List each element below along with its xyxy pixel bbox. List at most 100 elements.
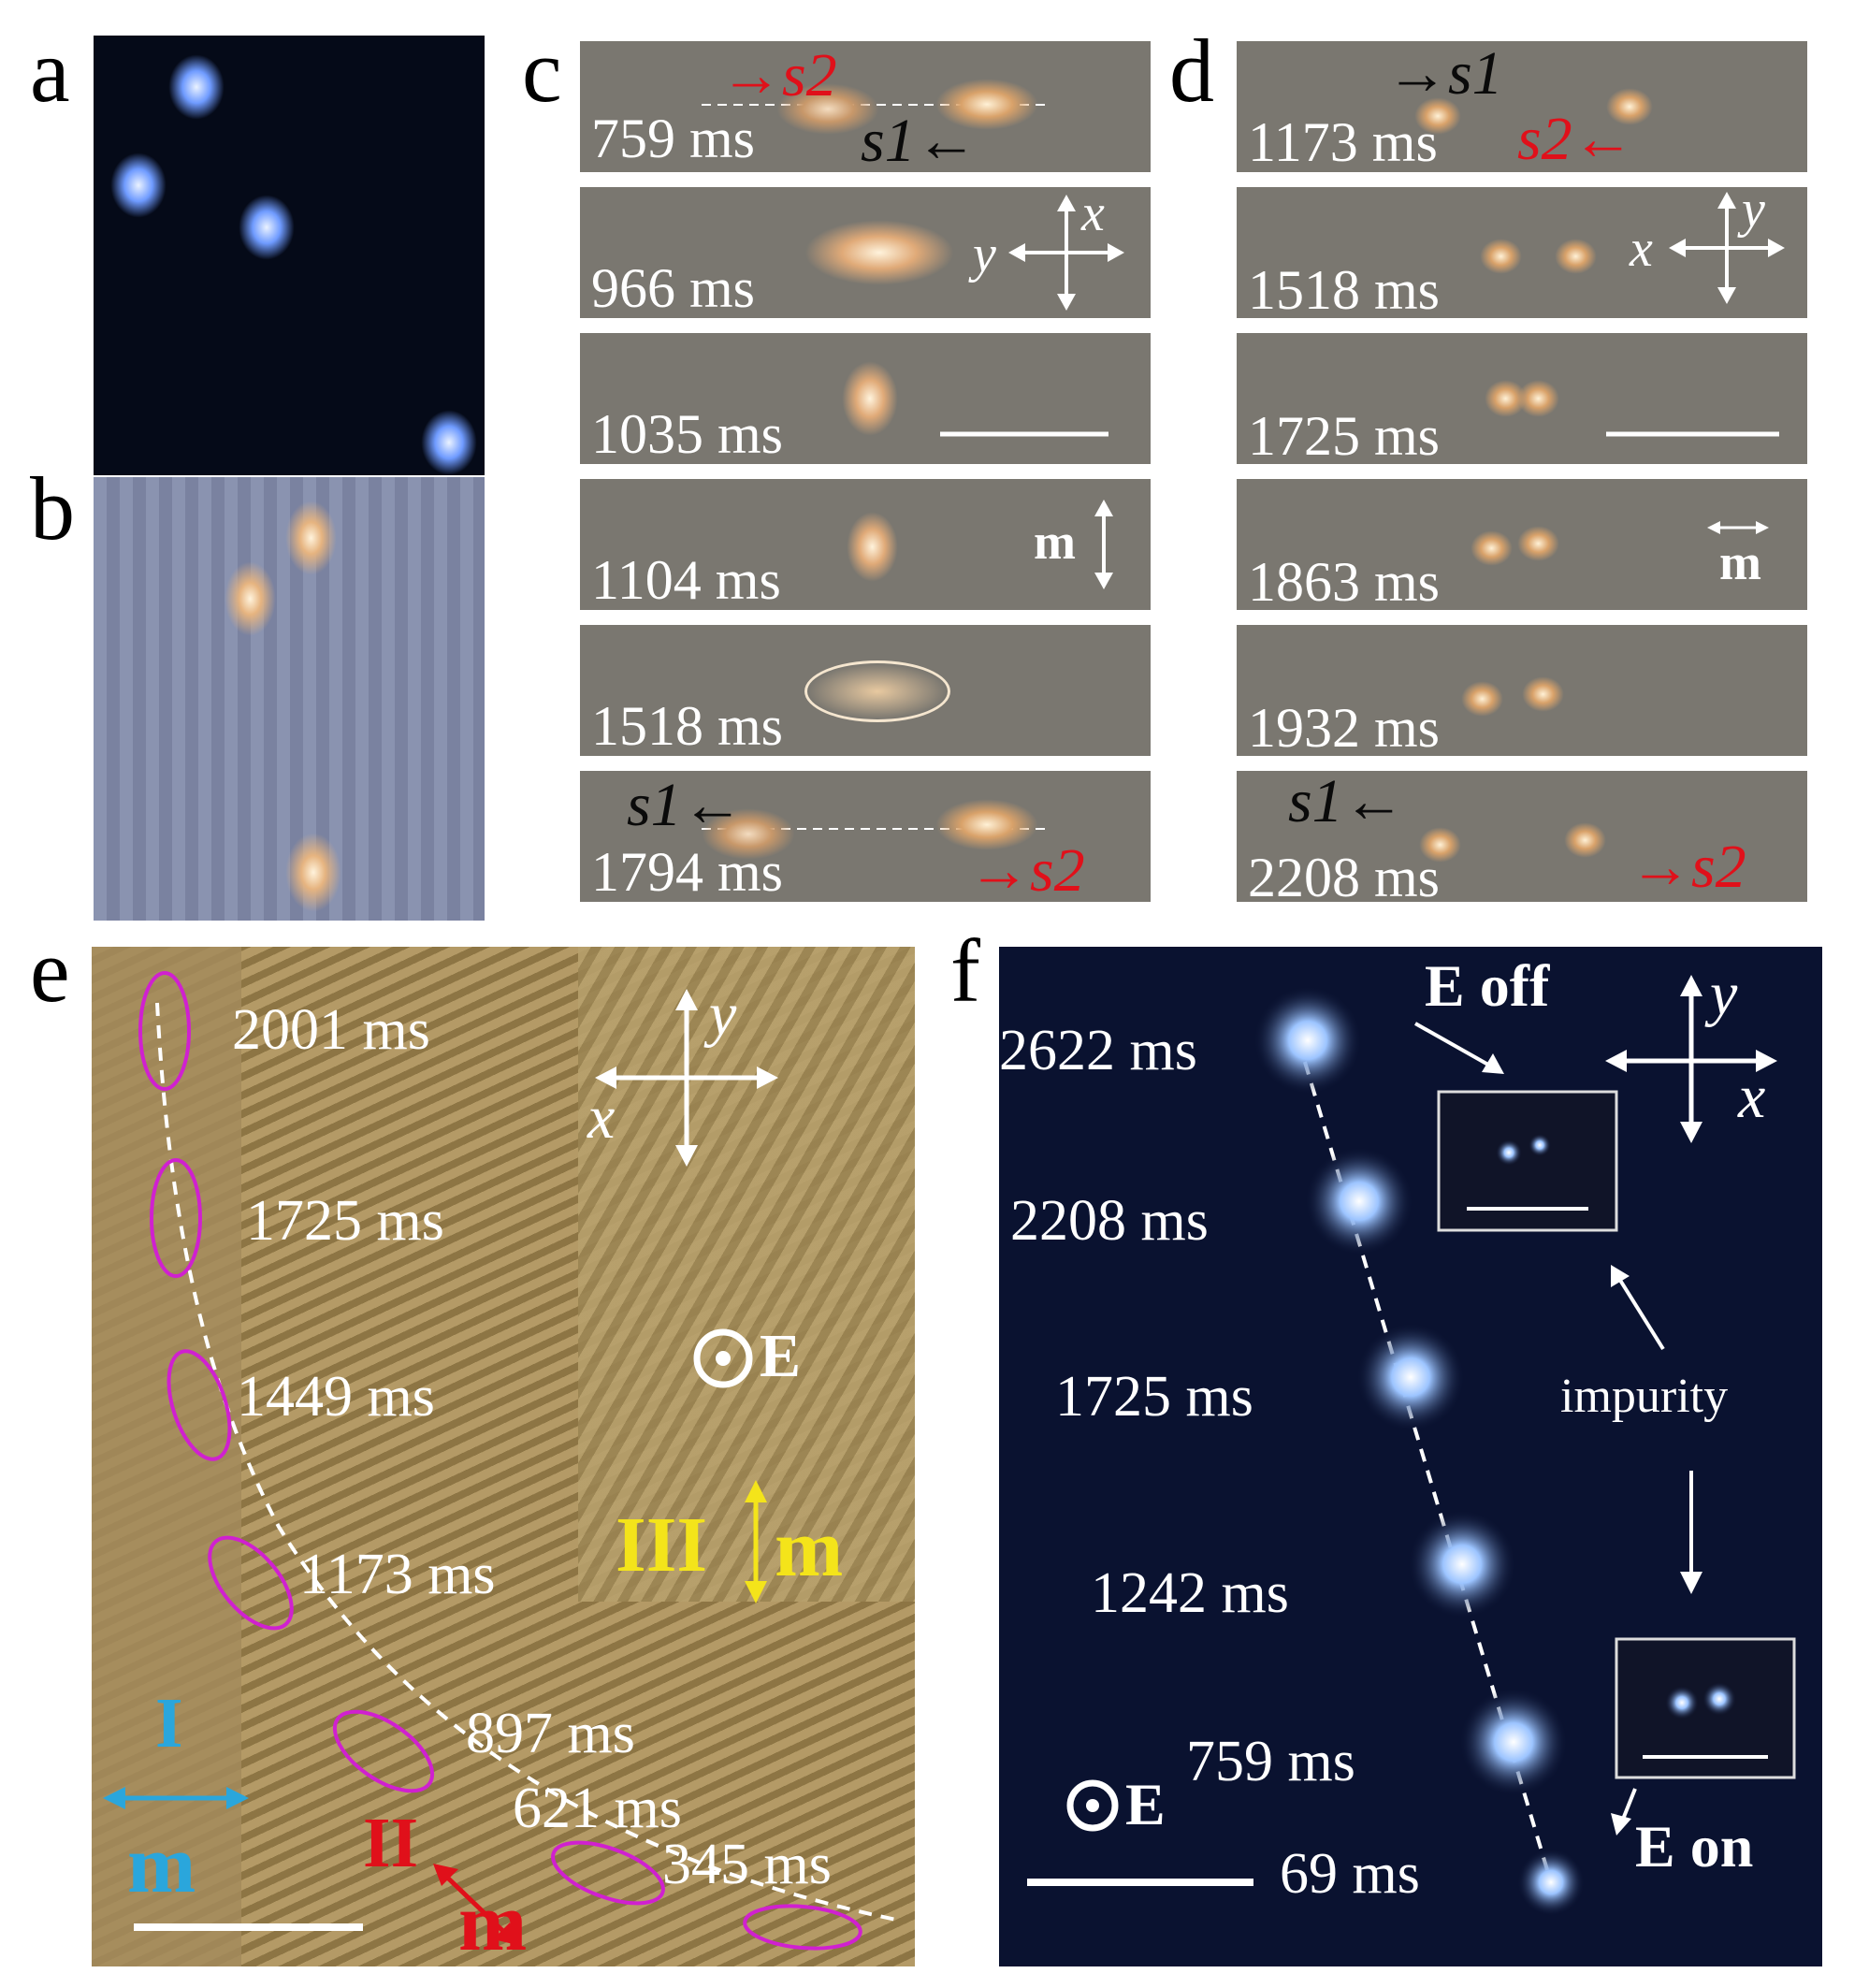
soliton-ellipse-897 (332, 1709, 435, 1793)
soliton-759 (1459, 1688, 1568, 1796)
frame-time: 1932 ms (1248, 697, 1441, 756)
soliton (804, 220, 954, 285)
time-label-1725: 1725 ms (246, 1189, 444, 1253)
axis-y-label: y (709, 980, 737, 1049)
soliton-glow-1 (285, 501, 337, 575)
soliton-2622 (1253, 986, 1362, 1095)
time-label-2001: 2001 ms (232, 998, 430, 1062)
panel-label-d: d (1169, 21, 1214, 121)
panel-c-frame-5: 1518 ms (580, 625, 1151, 756)
soliton-ellipse-621 (551, 1840, 665, 1906)
panel-label-f: f (950, 921, 980, 1021)
panel-c-frame-3: 1035 ms (580, 333, 1151, 464)
frame-time: 1794 ms (591, 841, 784, 902)
impurity-label: impurity (1560, 1370, 1729, 1423)
time-label-1242: 1242 ms (1091, 1561, 1289, 1625)
panel-d-frame-4: m 1863 ms (1237, 479, 1807, 610)
soliton-1725 (1356, 1323, 1465, 1431)
soliton-ellipse-1173 (208, 1535, 294, 1631)
frame-time: 1518 ms (591, 695, 784, 756)
label-s2: →s2 (968, 836, 1085, 902)
region-II-m-label: m (458, 1878, 528, 1966)
time-label-1449: 1449 ms (237, 1365, 435, 1429)
frame-time: 1173 ms (1248, 111, 1438, 172)
soliton (1419, 827, 1461, 863)
field-out-of-plane-icon (693, 1328, 753, 1388)
label-s2: →s2 (1630, 833, 1746, 901)
soliton (1414, 97, 1461, 135)
soliton-ellipse-345 (743, 1904, 862, 1951)
label-s1: s1← (627, 771, 744, 839)
panel-b-image (94, 477, 485, 921)
time-label-897: 897 ms (466, 1702, 635, 1765)
soliton-s2 (935, 799, 1038, 850)
soliton-pair-3 (239, 195, 295, 260)
soliton-ellipse-1725 (150, 1158, 202, 1278)
frame-time: 1518 ms (1248, 259, 1441, 318)
soliton (1517, 380, 1559, 417)
region-III-label: III (616, 1502, 708, 1589)
region-III-m-label: m (775, 1503, 844, 1594)
time-label-2622: 2622 ms (999, 1019, 1197, 1082)
frame-time: 1725 ms (1248, 405, 1441, 464)
time-label-1173: 1173 ms (299, 1543, 496, 1606)
panel-c-frame-1: →s2 s1← 759 ms (580, 41, 1151, 172)
axis-x-label: x (1738, 1063, 1766, 1131)
soliton (1606, 88, 1653, 125)
label-s2: s2← (1517, 105, 1634, 172)
axis-y-label: y (1742, 187, 1765, 239)
soliton-1242 (1408, 1510, 1516, 1618)
soliton-2208 (1305, 1147, 1413, 1255)
soliton-glow-2 (225, 561, 276, 636)
time-label-69: 69 ms (1280, 1842, 1420, 1906)
panel-c-frame-6: s1← →s2 1794 ms (580, 771, 1151, 902)
e-off-label: E off (1425, 952, 1550, 1019)
panel-f-image: 2622 ms 2208 ms 1725 ms 1242 ms 759 ms 6… (999, 947, 1822, 1966)
panel-d-frame-2: y x 1518 ms (1237, 187, 1807, 318)
frame-time: 1035 ms (591, 403, 784, 464)
field-out-of-plane-icon (1066, 1779, 1119, 1832)
time-label-2208: 2208 ms (1010, 1189, 1209, 1253)
panel-d-frame-1: →s1 s2← 1173 ms (1237, 41, 1807, 172)
soliton (1461, 681, 1503, 717)
axis-x-label: x (587, 1083, 616, 1152)
axis-y-label: y (1710, 960, 1738, 1028)
panel-d-frame-5: 1932 ms (1237, 625, 1807, 756)
soliton (1471, 530, 1513, 566)
soliton-s1 (702, 808, 795, 860)
panel-c-frame-2: x y 966 ms (580, 187, 1151, 318)
panel-c-frame-4: m 1104 ms (580, 479, 1151, 610)
axis-x-label: x (1081, 187, 1105, 242)
frame-time: 966 ms (591, 257, 756, 318)
frame-time: 2208 ms (1248, 847, 1441, 902)
region-I-m-label: m (127, 1820, 196, 1910)
soliton (1522, 676, 1564, 712)
time-label-345: 345 ms (662, 1833, 832, 1896)
region-I-label: I (155, 1684, 183, 1763)
soliton (1564, 822, 1606, 858)
soliton-69 (1517, 1849, 1585, 1916)
frame-time: 1863 ms (1248, 551, 1441, 610)
soliton (1517, 526, 1559, 561)
soliton (842, 361, 898, 436)
soliton-s1 (776, 83, 879, 135)
label-s1: →s1 (1386, 41, 1503, 108)
label-s1: s1← (861, 107, 978, 172)
panel-label-a: a (30, 21, 70, 121)
director-m-label: m (1719, 534, 1761, 590)
panel-d-frame-6: s1← →s2 2208 ms (1237, 771, 1807, 902)
soliton (804, 660, 950, 722)
panel-label-b: b (30, 458, 75, 559)
soliton-s2 (935, 79, 1038, 130)
panel-d-frame-3: 1725 ms (1237, 333, 1807, 464)
soliton (1480, 239, 1522, 274)
soliton-pair-1 (168, 54, 225, 120)
soliton-pair-4 (421, 410, 477, 475)
frame-time: 759 ms (591, 108, 756, 169)
soliton (1555, 239, 1597, 274)
soliton-ellipse-1449 (167, 1349, 232, 1461)
field-E-label: E (1125, 1771, 1166, 1837)
inset-e-on (1615, 1637, 1796, 1779)
panel-label-e: e (30, 921, 70, 1021)
label-s1: s1← (1288, 771, 1405, 835)
